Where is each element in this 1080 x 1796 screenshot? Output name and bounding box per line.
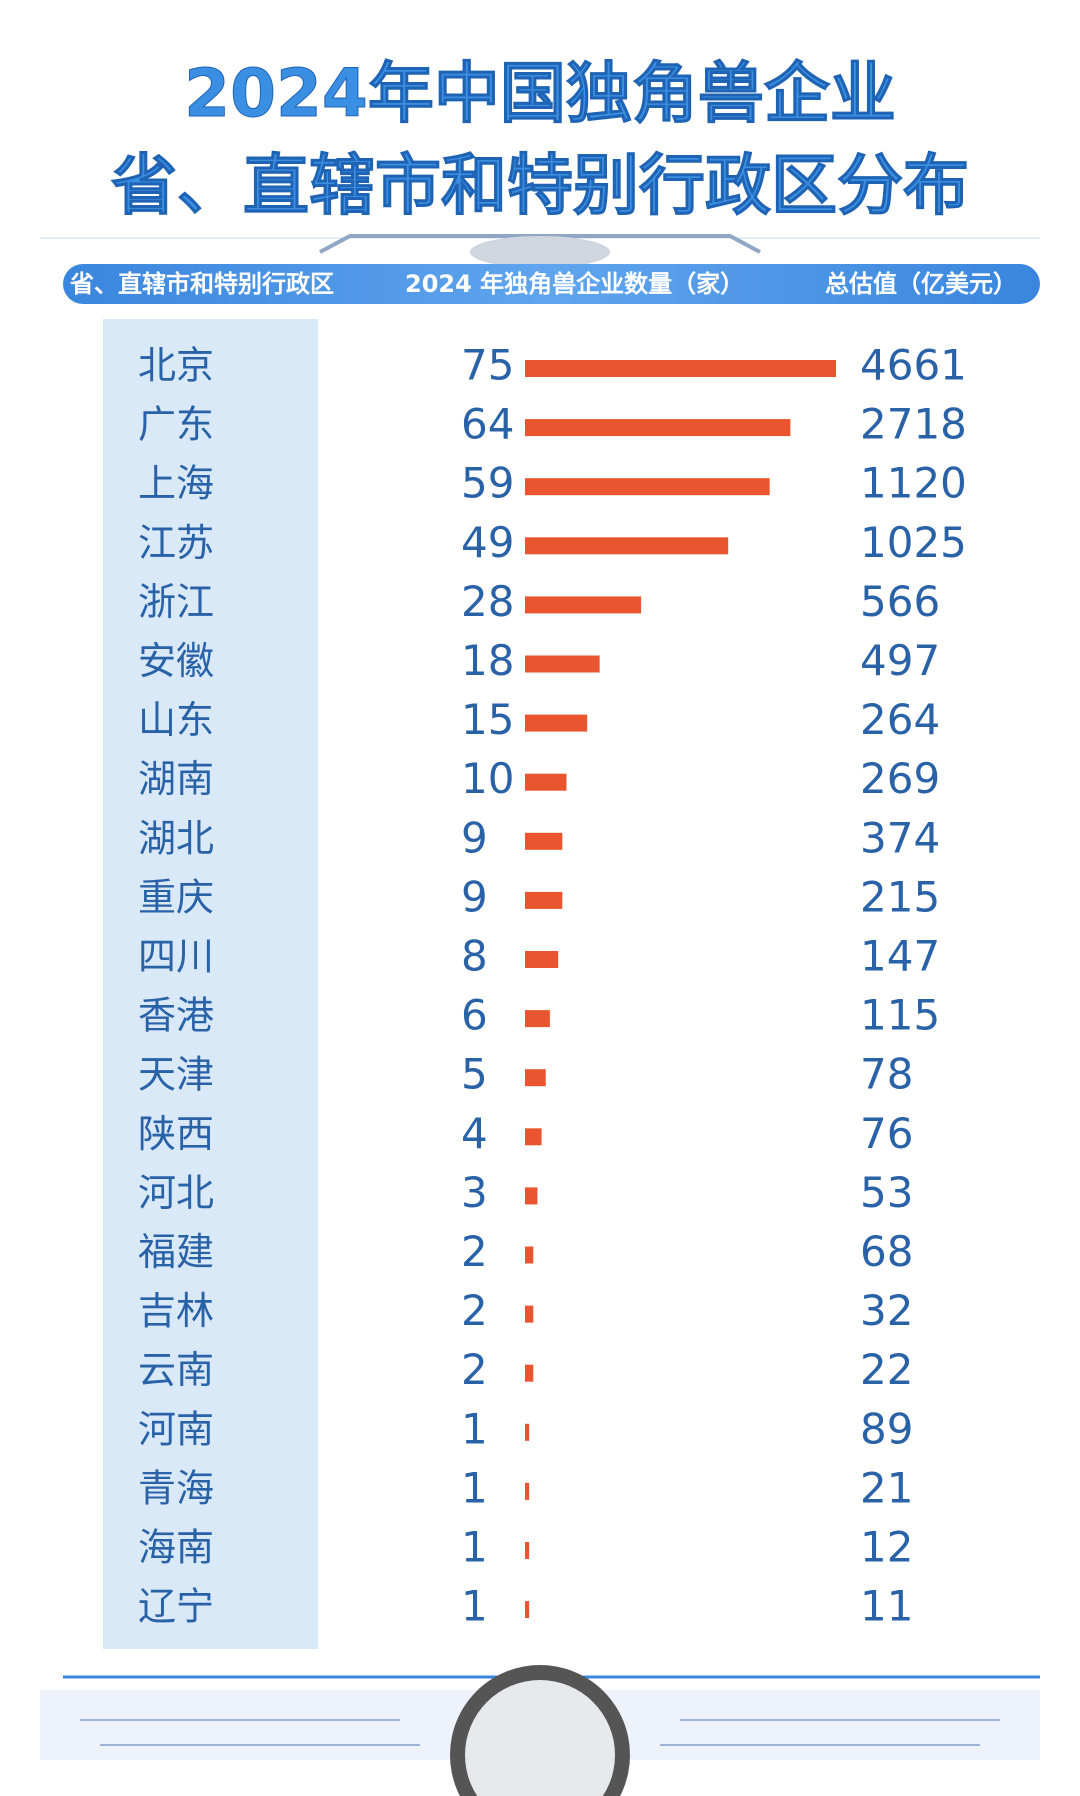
valuation-label: 32	[860, 1286, 913, 1335]
column-header: 省、直辖市和特别行政区	[69, 270, 334, 298]
category-label: 天津	[138, 1053, 214, 1097]
category-label: 山东	[138, 698, 214, 742]
valuation-label: 4661	[860, 341, 967, 390]
count-label: 5	[461, 1050, 488, 1099]
category-label: 北京	[138, 344, 214, 388]
count-label: 1	[461, 1582, 488, 1631]
valuation-label: 215	[860, 872, 940, 921]
valuation-label: 566	[860, 577, 940, 626]
count-label: 1	[461, 1404, 488, 1453]
valuation-label: 68	[860, 1227, 913, 1276]
category-label: 广东	[138, 403, 214, 447]
category-label: 福建	[138, 1230, 214, 1274]
valuation-label: 11	[860, 1582, 913, 1631]
category-panel	[103, 319, 318, 1649]
count-label: 75	[461, 341, 514, 390]
valuation-label: 115	[860, 991, 940, 1040]
count-label: 59	[461, 459, 514, 508]
bar	[525, 1305, 534, 1323]
valuation-label: 89	[860, 1404, 913, 1453]
valuation-label: 264	[860, 695, 940, 744]
count-label: 15	[461, 695, 514, 744]
valuation-label: 78	[860, 1050, 913, 1099]
category-label: 河南	[138, 1407, 214, 1451]
bar	[525, 596, 642, 614]
category-label: 安徽	[138, 639, 214, 683]
category-label: 香港	[138, 994, 214, 1038]
count-label: 6	[461, 991, 488, 1040]
valuation-label: 374	[860, 813, 940, 862]
bottom-decoration	[40, 1665, 1040, 1796]
count-label: 2	[461, 1345, 488, 1394]
valuation-label: 1120	[860, 459, 967, 508]
chart-title: 2024年中国独角兽企业	[184, 55, 896, 132]
bar	[525, 1601, 530, 1619]
bar	[525, 1423, 530, 1441]
count-label: 4	[461, 1109, 488, 1158]
count-label: 49	[461, 518, 514, 567]
valuation-label: 53	[860, 1168, 913, 1217]
category-label: 辽宁	[138, 1585, 214, 1629]
top-decoration	[40, 234, 1040, 268]
count-label: 8	[461, 932, 488, 981]
category-label: 湖北	[138, 816, 214, 860]
bar	[525, 1069, 546, 1087]
category-label: 云南	[138, 1348, 214, 1392]
bar	[525, 1128, 542, 1146]
header-band	[63, 264, 1040, 304]
category-label: 陕西	[138, 1112, 214, 1156]
bar	[525, 1364, 534, 1382]
count-label: 9	[461, 813, 488, 862]
category-label: 湖南	[138, 757, 214, 801]
count-label: 2	[461, 1286, 488, 1335]
count-label: 9	[461, 872, 488, 921]
count-label: 64	[461, 400, 514, 449]
column-header: 2024 年独角兽企业数量（家）	[405, 270, 744, 298]
valuation-label: 147	[860, 932, 940, 981]
bar	[525, 478, 770, 496]
valuation-label: 1025	[860, 518, 967, 567]
valuation-label: 21	[860, 1463, 913, 1512]
valuation-label: 497	[860, 636, 940, 685]
bar	[525, 714, 588, 732]
count-label: 28	[461, 577, 514, 626]
valuation-label: 12	[860, 1523, 913, 1572]
category-label: 浙江	[138, 580, 214, 624]
bar	[525, 773, 567, 791]
chart-subtitle: 省、直辖市和特别行政区分布	[111, 147, 969, 224]
count-label: 18	[461, 636, 514, 685]
bar	[525, 1542, 530, 1559]
bar	[525, 1010, 550, 1028]
category-label: 四川	[138, 935, 214, 979]
bar	[525, 832, 563, 850]
category-label: 上海	[138, 462, 214, 506]
count-label: 2	[461, 1227, 488, 1276]
category-label: 江苏	[138, 521, 214, 565]
bar	[525, 1187, 538, 1205]
valuation-label: 269	[860, 754, 940, 803]
category-label: 海南	[138, 1526, 214, 1570]
category-label: 吉林	[138, 1289, 214, 1333]
bar	[525, 419, 791, 437]
bar	[525, 655, 600, 673]
bar	[525, 891, 563, 909]
column-header: 总估值（亿美元）	[825, 270, 1017, 298]
count-label: 1	[461, 1463, 488, 1512]
bar	[525, 951, 559, 968]
category-label: 重庆	[138, 875, 214, 919]
count-label: 10	[461, 754, 514, 803]
valuation-label: 22	[860, 1345, 913, 1394]
bar	[525, 1246, 534, 1264]
valuation-label: 2718	[860, 400, 967, 449]
valuation-label: 76	[860, 1109, 913, 1158]
category-label: 青海	[138, 1466, 214, 1510]
bar	[525, 360, 836, 377]
bar	[525, 1482, 530, 1500]
bar	[525, 537, 729, 555]
count-label: 1	[461, 1523, 488, 1572]
category-label: 河北	[138, 1171, 214, 1215]
count-label: 3	[461, 1168, 488, 1217]
